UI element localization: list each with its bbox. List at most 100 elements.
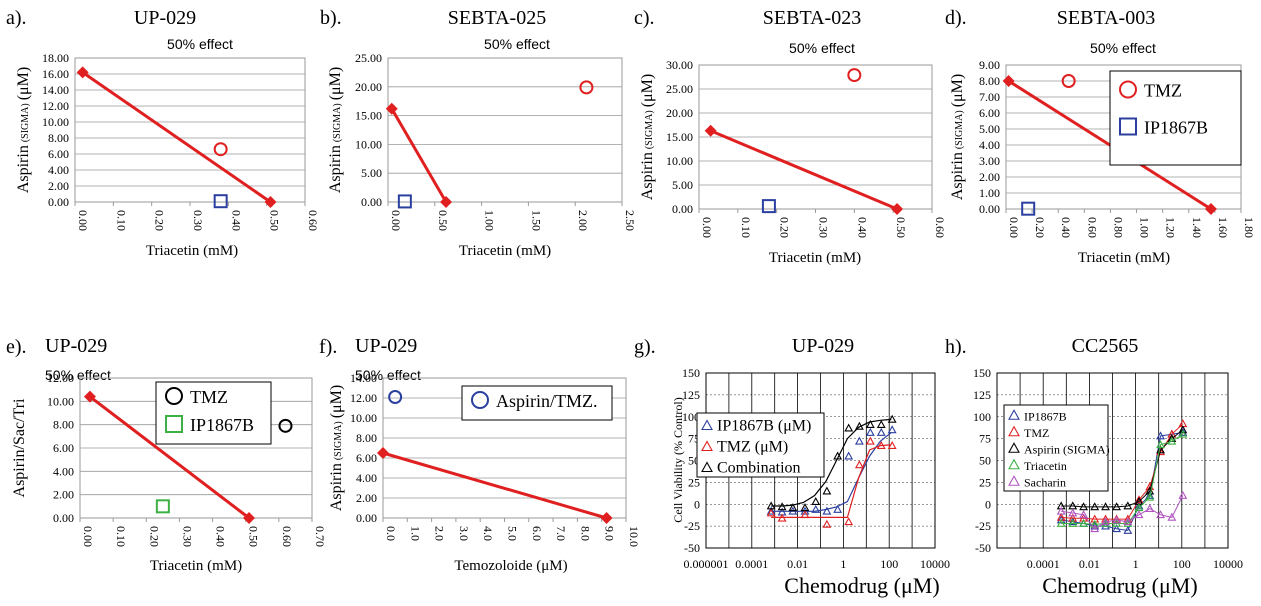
- y-tick-label: 10.00: [355, 137, 382, 151]
- series-curve: [771, 418, 892, 507]
- data-point: [1134, 510, 1144, 519]
- x-tick-label: 0.20: [147, 526, 161, 547]
- chart-panel-4: d). SEBTA-003 50% effect 0.00 1.00 2.00 3.00 4.…: [945, 7, 1256, 266]
- y-tick-label: 75: [979, 432, 991, 446]
- x-axis-label: Triacetin (mM): [150, 558, 242, 574]
- x-tick-label: 0.20: [153, 210, 167, 231]
- data-point: [1112, 515, 1122, 524]
- legend-label: Triacetin: [1024, 459, 1067, 473]
- panel-label: a).: [6, 7, 27, 29]
- x-tick-label: 0.0001: [1027, 557, 1060, 571]
- data-point: [876, 419, 886, 428]
- data-point: [800, 503, 810, 512]
- data-point: [822, 486, 832, 495]
- x-tick-label: 0.60: [306, 210, 320, 231]
- y-axis-label: Aspirin (SIGMA) (μM): [328, 385, 345, 511]
- y-tick-label: 15.00: [666, 130, 693, 144]
- data-point: [1068, 508, 1078, 517]
- data-point: [854, 421, 864, 430]
- legend: Aspirin/TMZ.: [461, 385, 613, 421]
- x-tick-label: 7.0: [554, 526, 568, 541]
- data-point: [1123, 525, 1133, 534]
- data-point: [788, 503, 798, 512]
- data-point: [1145, 490, 1155, 499]
- data-point: [854, 436, 864, 445]
- data-point: [766, 501, 776, 510]
- x-axis-label: Triacetin (mM): [769, 250, 861, 266]
- x-axis-label: Triacetin (mM): [459, 243, 551, 259]
- data-point: [1090, 519, 1100, 528]
- x-tick-label: 2.50: [623, 210, 637, 231]
- panel-label: c).: [634, 7, 655, 29]
- data-point: [847, 68, 862, 83]
- diamond-marker: [600, 512, 613, 524]
- data-point: [397, 194, 412, 209]
- y-tick-label: 0: [694, 497, 700, 511]
- y-tick-label: 125: [973, 388, 991, 402]
- legend: IP1867B TMZ Aspirin (SIGMA) Triacetin Sachar…: [1003, 404, 1110, 492]
- chart-title: UP-029: [45, 335, 107, 357]
- data-point: [1178, 490, 1188, 499]
- chart-subtitle: 50% effect: [789, 40, 855, 56]
- y-tick-label: 16.00: [42, 67, 69, 81]
- panel-label: d).: [945, 7, 967, 29]
- legend: TMZ IP1867B: [155, 381, 272, 445]
- chart-title: SEBTA-025: [448, 7, 546, 29]
- data-point: [579, 80, 594, 95]
- data-point: [822, 519, 832, 528]
- y-tick-label: 5.00: [979, 122, 1000, 136]
- data-point: [278, 418, 293, 433]
- y-tick-label: 5.00: [672, 178, 693, 192]
- y-tick-label: 0.00: [361, 195, 382, 209]
- data-point: [1079, 502, 1089, 511]
- y-tick-label: 12.00: [47, 371, 74, 385]
- data-point: [822, 506, 832, 515]
- diamond-marker: [83, 390, 96, 403]
- x-tick-label: 0.10: [114, 526, 128, 547]
- data-point: [876, 427, 886, 436]
- x-tick-label: 1.40: [1190, 217, 1204, 238]
- x-tick-label: 8.0: [578, 526, 592, 541]
- x-tick-label: 1.60: [1216, 217, 1230, 238]
- x-tick-label: 0.30: [180, 526, 194, 547]
- y-tick-label: 3.00: [979, 154, 1000, 168]
- diamond-marker: [76, 66, 89, 79]
- y-axis-label-unit: (μM): [327, 67, 344, 100]
- data-point: [1156, 445, 1165, 454]
- chart-panel-6: f). UP-029 50% effect 0.00 2.00 4.00 6.00 8.00 1…: [319, 335, 641, 574]
- x-tick-label: 0.0: [384, 526, 398, 541]
- y-tick-label: 4.00: [979, 138, 1000, 152]
- legend-label: Aspirin (SIGMA): [1024, 442, 1110, 456]
- chart-panel-3: c). SEBTA-023 50% effect 0.00 5.00 10.00 15.00…: [634, 7, 947, 266]
- y-tick-label: 9.00: [979, 58, 1000, 72]
- y-tick-label: 2.00: [356, 491, 377, 505]
- y-tick-label: 10.00: [42, 115, 69, 129]
- data-point: [1056, 506, 1066, 515]
- plot-frame: [387, 57, 623, 203]
- data-point: [800, 510, 810, 519]
- x-tick-label: 1.50: [529, 210, 543, 231]
- y-tick-label: 4.00: [48, 163, 69, 177]
- y-tick-label: 50: [979, 454, 991, 468]
- data-point: [1061, 74, 1076, 88]
- data-point: [833, 451, 843, 460]
- x-tick-label: 0.50: [268, 210, 282, 231]
- y-tick-label: 14.00: [42, 83, 69, 97]
- y-tick-label: 0.00: [979, 202, 1000, 216]
- x-tick-label: 9.0: [603, 526, 617, 541]
- data-point: [213, 142, 228, 157]
- legend: IP1867B (μM) TMZ (μM) Combination: [696, 412, 825, 478]
- panel-label: h).: [945, 336, 967, 358]
- y-tick-label: -25: [975, 519, 991, 533]
- x-tick-label: 10000: [920, 557, 950, 571]
- diamond-marker: [243, 512, 256, 524]
- y-tick-label: 25.00: [666, 82, 693, 96]
- legend-label: IP1867B: [1024, 409, 1067, 423]
- chart-title: SEBTA-003: [1057, 7, 1155, 29]
- data-point: [865, 427, 875, 436]
- x-axis-label: Triacetin (mM): [146, 243, 238, 259]
- x-tick-label: 4.0: [481, 526, 495, 541]
- y-tick-label: 5.00: [361, 166, 382, 180]
- data-point: [388, 390, 403, 404]
- data-point: [1123, 518, 1133, 527]
